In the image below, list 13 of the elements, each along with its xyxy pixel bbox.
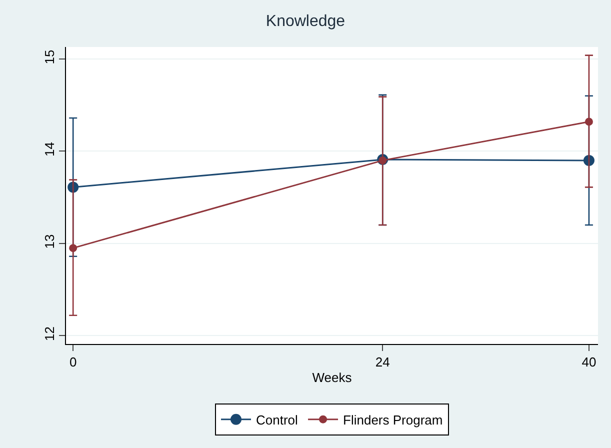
y-tick-label: 15 bbox=[42, 50, 57, 64]
point bbox=[69, 244, 78, 252]
legend-label: Flinders Program bbox=[343, 412, 443, 428]
y-tick-label: 14 bbox=[42, 142, 57, 157]
x-axis-title: Weeks bbox=[312, 370, 352, 386]
x-tick-label: 24 bbox=[375, 354, 390, 370]
x-tick-label: 0 bbox=[69, 354, 77, 370]
y-tick-label: 12 bbox=[42, 326, 57, 341]
legend-label: Control bbox=[256, 412, 298, 428]
chart-title: Knowledge bbox=[266, 12, 346, 30]
point bbox=[584, 118, 593, 126]
y-tick-label: 13 bbox=[42, 234, 57, 249]
x-tick-label: 40 bbox=[582, 354, 596, 370]
